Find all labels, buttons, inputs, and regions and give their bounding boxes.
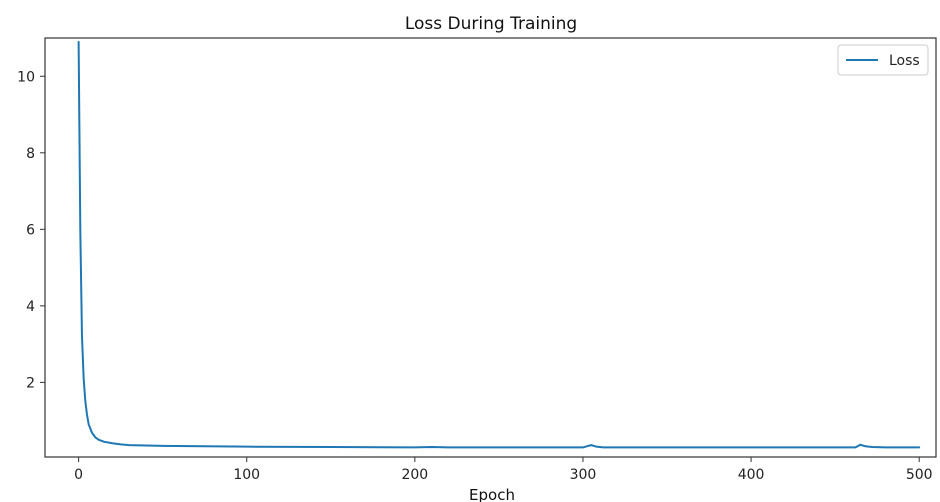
y-tick-label: 6 [26,222,35,238]
chart-title: Loss During Training [405,14,577,34]
plot-frame [44,37,937,458]
y-tick-label: 8 [26,146,35,162]
y-tick-label: 2 [26,375,35,391]
series-line-loss [77,40,921,449]
legend: Loss [837,44,929,76]
x-tick-label: 300 [570,467,597,483]
axes-layer: 0 100 200 300 400 500 2 4 6 8 10 [17,37,937,483]
y-tick-label: 10 [17,69,35,85]
x-tick-label: 400 [738,467,765,483]
y-tick-label: 4 [26,299,35,315]
x-axis-label: Epoch [469,486,515,502]
x-tick-label: 500 [906,467,933,483]
x-tick-label: 200 [401,467,428,483]
x-tick-label: 100 [233,467,260,483]
x-tick-label: 0 [74,467,83,483]
legend-label-loss: Loss [889,53,920,69]
legend-box [837,44,929,76]
plot-layer [77,40,921,449]
